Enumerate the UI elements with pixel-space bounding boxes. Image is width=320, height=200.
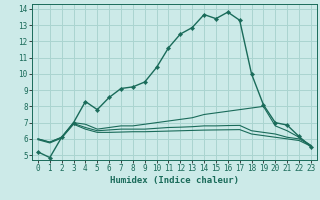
- X-axis label: Humidex (Indice chaleur): Humidex (Indice chaleur): [110, 176, 239, 185]
